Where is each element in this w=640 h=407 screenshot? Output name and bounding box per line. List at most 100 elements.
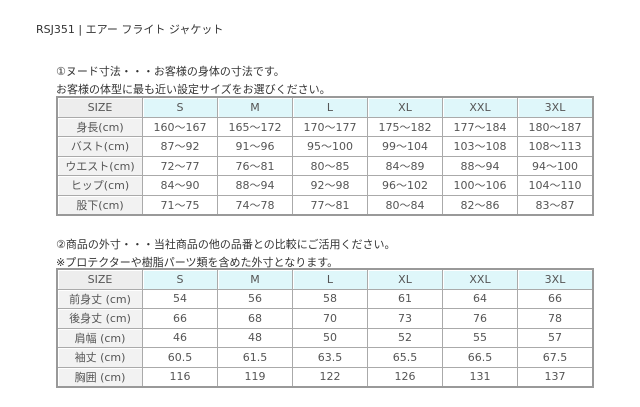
- cell: 99～104: [367, 136, 443, 157]
- cell: 66: [517, 288, 594, 309]
- cell: 52: [367, 327, 443, 348]
- table-row: バスト(cm) 87～92 91～96 95～100 99～104 103～108 108～…: [56, 136, 594, 157]
- cell: M: [217, 268, 293, 290]
- cell: 100～106: [442, 175, 518, 196]
- cell: XL: [367, 96, 443, 118]
- cell: 80～84: [367, 194, 443, 216]
- cell: S: [142, 268, 218, 290]
- row-label: 袖丈 (cm): [56, 347, 143, 368]
- cell: 175～182: [367, 116, 443, 137]
- table-row: ウエスト(cm) 72～77 76～81 80～85 84～89 88～94 94～100: [56, 155, 594, 176]
- cell: 72～77: [142, 155, 218, 176]
- row-label: 胸囲 (cm): [56, 366, 143, 388]
- row-label: 後身丈 (cm): [56, 308, 143, 329]
- row-label: 肩幅 (cm): [56, 327, 143, 348]
- table-row: 股下(cm) 71～75 74～78 77～81 80～84 82～86 83～87: [56, 194, 594, 216]
- cell: 88～94: [442, 155, 518, 176]
- row-label: 股下(cm): [56, 194, 143, 216]
- cell: 63.5: [292, 347, 368, 368]
- cell: 55: [442, 327, 518, 348]
- cell: 108～113: [517, 136, 594, 157]
- cell: 78: [517, 308, 594, 329]
- cell: 104～110: [517, 175, 594, 196]
- cell: 66.5: [442, 347, 518, 368]
- cell: 68: [217, 308, 293, 329]
- cell: 96～102: [367, 175, 443, 196]
- cell: 64: [442, 288, 518, 309]
- section2-heading: ②商品の外寸・・・当社商品の他の品番との比較にご活用ください。: [56, 238, 396, 251]
- cell: 180～187: [517, 116, 594, 137]
- cell: 56: [217, 288, 293, 309]
- cell: 126: [367, 366, 443, 388]
- table-row: 後身丈 (cm) 66 68 70 73 76 78: [56, 308, 594, 329]
- header-row: SIZE S M L XL XXL 3XL: [56, 96, 594, 118]
- cell: XXL: [442, 268, 518, 290]
- cell: 177～184: [442, 116, 518, 137]
- table-row: ヒップ(cm) 84～90 88～94 92～98 96～102 100～106 104～1…: [56, 175, 594, 196]
- cell: 88～94: [217, 175, 293, 196]
- table-row: 肩幅 (cm) 46 48 50 52 55 57: [56, 327, 594, 348]
- cell: 70: [292, 308, 368, 329]
- row-label: SIZE: [56, 96, 143, 118]
- garment-size-table: SIZE S M L XL XXL 3XL 前身丈 (cm) 54 56 58 61 64 66 後身丈 (…: [56, 268, 594, 388]
- row-label: SIZE: [56, 268, 143, 290]
- section1-heading: ①ヌード寸法・・・お客様の身体の寸法です。: [56, 65, 285, 78]
- cell: 131: [442, 366, 518, 388]
- row-label: 身長(cm): [56, 116, 143, 137]
- cell: 61: [367, 288, 443, 309]
- cell: 91～96: [217, 136, 293, 157]
- cell: 84～90: [142, 175, 218, 196]
- cell: 94～100: [517, 155, 594, 176]
- cell: 160～167: [142, 116, 218, 137]
- cell: 50: [292, 327, 368, 348]
- cell: 80～85: [292, 155, 368, 176]
- table-row: 胸囲 (cm) 116 119 122 126 131 137: [56, 366, 594, 388]
- cell: 58: [292, 288, 368, 309]
- cell: XXL: [442, 96, 518, 118]
- cell: 54: [142, 288, 218, 309]
- table-row: 前身丈 (cm) 54 56 58 61 64 66: [56, 288, 594, 309]
- cell: 61.5: [217, 347, 293, 368]
- cell: L: [292, 268, 368, 290]
- cell: 87～92: [142, 136, 218, 157]
- cell: 122: [292, 366, 368, 388]
- cell: 48: [217, 327, 293, 348]
- row-label: ヒップ(cm): [56, 175, 143, 196]
- cell: 119: [217, 366, 293, 388]
- cell: 3XL: [517, 96, 594, 118]
- cell: 76: [442, 308, 518, 329]
- cell: 92～98: [292, 175, 368, 196]
- row-label: ウエスト(cm): [56, 155, 143, 176]
- cell: 57: [517, 327, 594, 348]
- cell: 73: [367, 308, 443, 329]
- section1-note: お客様の体型に最も近い設定サイズをお選びください。: [56, 83, 331, 96]
- cell: 116: [142, 366, 218, 388]
- cell: L: [292, 96, 368, 118]
- cell: 74～78: [217, 194, 293, 216]
- cell: S: [142, 96, 218, 118]
- cell: 84～89: [367, 155, 443, 176]
- cell: 170～177: [292, 116, 368, 137]
- cell: 103～108: [442, 136, 518, 157]
- cell: 76～81: [217, 155, 293, 176]
- cell: 137: [517, 366, 594, 388]
- cell: M: [217, 96, 293, 118]
- cell: 67.5: [517, 347, 594, 368]
- cell: 71～75: [142, 194, 218, 216]
- cell: 165～172: [217, 116, 293, 137]
- section2-note: ※プロテクターや樹脂パーツ類を含めた外寸となります。: [56, 256, 339, 269]
- cell: 83～87: [517, 194, 594, 216]
- product-title: RSJ351 | エアー フライト ジャケット: [36, 23, 224, 36]
- cell: 95～100: [292, 136, 368, 157]
- cell: 77～81: [292, 194, 368, 216]
- cell: XL: [367, 268, 443, 290]
- cell: 66: [142, 308, 218, 329]
- nude-size-table: SIZE S M L XL XXL 3XL 身長(cm) 160～167 165～172 170～1…: [56, 96, 594, 216]
- row-label: 前身丈 (cm): [56, 288, 143, 309]
- table-row: 身長(cm) 160～167 165～172 170～177 175～182 177～18…: [56, 116, 594, 137]
- cell: 82～86: [442, 194, 518, 216]
- cell: 60.5: [142, 347, 218, 368]
- cell: 46: [142, 327, 218, 348]
- cell: 3XL: [517, 268, 594, 290]
- table-row: 袖丈 (cm) 60.5 61.5 63.5 65.5 66.5 67.5: [56, 347, 594, 368]
